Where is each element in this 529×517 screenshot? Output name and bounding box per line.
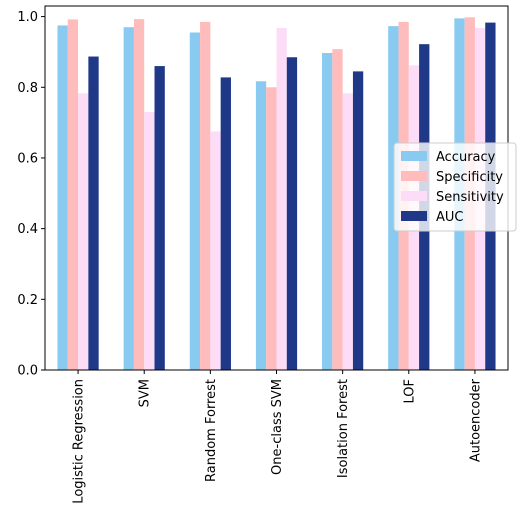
x-tick-label: Logistic Regression [72, 379, 87, 504]
bar-specificity-4 [332, 49, 343, 371]
legend-swatch-accuracy [401, 151, 427, 161]
legend-swatch-auc [401, 211, 427, 221]
bar-specificity-0 [67, 19, 79, 371]
legend-label-auc: AUC [436, 210, 464, 225]
x-tick-label: Isolation Forest [336, 379, 351, 478]
x-tick-label: Random Forrest [204, 379, 219, 482]
bar-accuracy-5 [388, 26, 399, 370]
bar-auc-1 [154, 66, 165, 370]
y-tick-label: 1.0 [17, 10, 38, 25]
x-tick-label: One-class SVM [270, 379, 285, 475]
legend-swatch-sensitivity [401, 191, 427, 201]
legend-label-specificity: Specificity [436, 170, 503, 185]
x-tick-label: Autoencoder [468, 378, 483, 462]
bar-accuracy-0 [57, 25, 68, 370]
bar-specificity-1 [133, 19, 145, 371]
bar-sensitivity-2 [210, 131, 221, 370]
legend-frame [393, 142, 517, 232]
legend: Accuracy Specificity Sensitivity AUC [393, 142, 517, 232]
bar-accuracy-3 [255, 81, 267, 371]
bar-sensitivity-0 [78, 93, 89, 370]
bar-sensitivity-4 [342, 93, 353, 370]
y-tick-label: 0.4 [17, 222, 38, 237]
y-tick-label: 0.0 [17, 364, 38, 379]
x-tick-label: LOF [402, 379, 417, 404]
bar-accuracy-2 [189, 32, 201, 370]
bar-auc-3 [286, 57, 298, 371]
bar-auc-4 [352, 71, 364, 370]
y-tick-label: 0.6 [17, 151, 38, 166]
bar-specificity-2 [200, 21, 211, 371]
legend-label-sensitivity: Sensitivity [436, 190, 504, 205]
bar-accuracy-1 [123, 27, 134, 370]
legend-swatch-specificity [401, 171, 427, 181]
legend-label-accuracy: Accuracy [436, 150, 496, 165]
bar-auc-2 [220, 77, 231, 370]
bar-accuracy-4 [322, 53, 333, 370]
bar-sensitivity-3 [276, 27, 287, 370]
x-tick-label: SVM [138, 379, 153, 407]
bar-sensitivity-1 [144, 112, 155, 371]
bar-specificity-3 [266, 87, 277, 370]
bar-auc-0 [88, 56, 99, 370]
y-tick-label: 0.2 [17, 293, 38, 308]
axes-group: 0.0 0.2 0.4 0.6 0.8 1.0 Logistic Regression SVM… [17, 5, 509, 504]
y-tick-label: 0.8 [17, 81, 38, 96]
